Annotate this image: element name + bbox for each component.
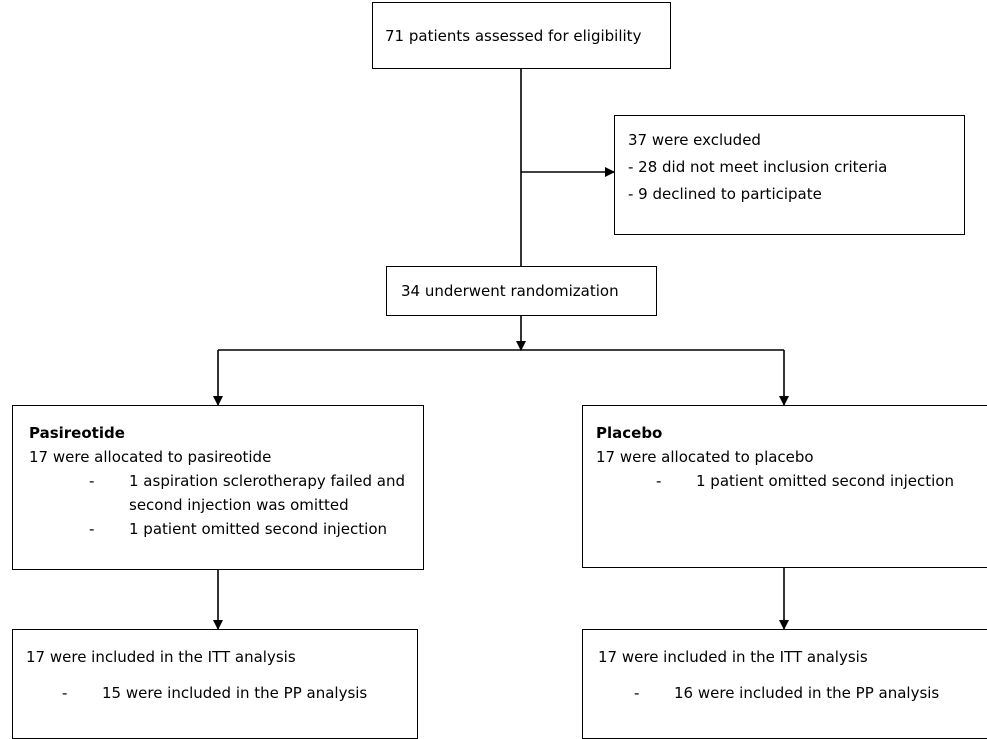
placebo-analysis-box: 17 were included in the ITT analysis - 16…: [582, 629, 987, 739]
placebo-pp-text: 16 were included in the PP analysis: [674, 684, 940, 702]
assessed-box: 71 patients assessed for eligibility: [372, 2, 671, 69]
excluded-box: 37 were excluded - 28 did not meet inclu…: [614, 115, 965, 235]
pasireotide-pp-text: 15 were included in the PP analysis: [102, 684, 368, 702]
bullet-dash: -: [89, 520, 95, 538]
excluded-reason-declined: - 9 declined to participate: [628, 185, 822, 203]
pasireotide-itt: 17 were included in the ITT analysis: [26, 648, 296, 666]
bullet-dash: -: [62, 684, 68, 702]
placebo-note-omitted: - 1 patient omitted second injection: [596, 470, 987, 492]
randomization-text: 34 underwent randomization: [401, 282, 619, 300]
bullet-dash: -: [634, 684, 640, 702]
placebo-box: Placebo 17 were allocated to placebo - 1 …: [582, 405, 987, 568]
pasireotide-analysis-box: 17 were included in the ITT analysis - 15…: [12, 629, 418, 739]
pasireotide-note-sclerotherapy: - 1 aspiration sclerotherapy failed and: [29, 470, 423, 492]
pasireotide-box: Pasireotide 17 were allocated to pasireo…: [12, 405, 424, 570]
pasireotide-note-omitted: - 1 patient omitted second injection: [29, 518, 423, 540]
pasireotide-note-sclerotherapy-line2: second injection was omitted: [129, 496, 349, 514]
bullet-dash: -: [656, 472, 662, 490]
bullet-dash: -: [89, 472, 95, 490]
pasireotide-allocated: 17 were allocated to pasireotide: [29, 448, 272, 466]
placebo-note-omitted-text: 1 patient omitted second injection: [696, 472, 955, 490]
excluded-reason-criteria: - 28 did not meet inclusion criteria: [628, 158, 888, 176]
flow-connectors: [213, 69, 789, 630]
excluded-title: 37 were excluded: [628, 131, 761, 149]
pasireotide-note-sclerotherapy-line1: 1 aspiration sclerotherapy failed and: [129, 472, 406, 490]
pasireotide-heading: Pasireotide: [29, 424, 125, 442]
randomization-box: 34 underwent randomization: [386, 266, 657, 316]
pasireotide-pp: - 15 were included in the PP analysis: [26, 682, 417, 704]
pasireotide-note-omitted-text: 1 patient omitted second injection: [129, 520, 388, 538]
placebo-itt: 17 were included in the ITT analysis: [598, 648, 868, 666]
placebo-heading: Placebo: [596, 424, 663, 442]
placebo-pp: - 16 were included in the PP analysis: [598, 682, 987, 704]
placebo-allocated: 17 were allocated to placebo: [596, 448, 814, 466]
assessed-text: 71 patients assessed for eligibility: [385, 27, 642, 45]
